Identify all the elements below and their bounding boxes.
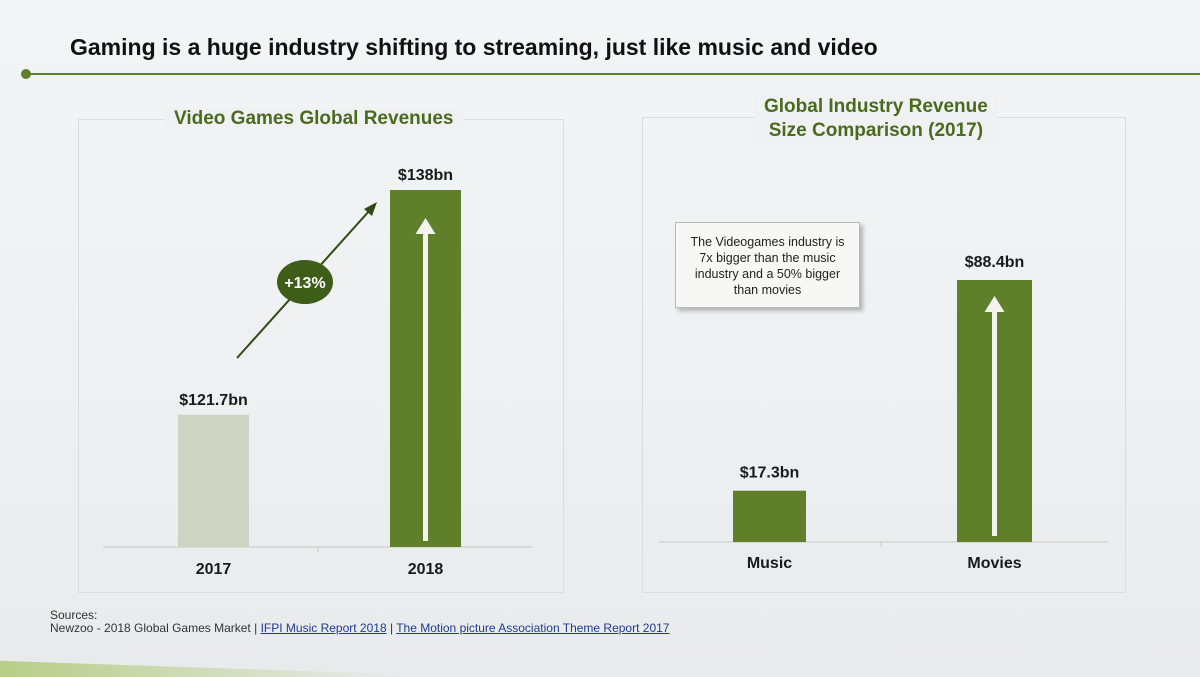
growth-badge (277, 260, 333, 304)
growth-arrow-head (364, 202, 377, 216)
right-bar-chart: $17.3bn Music $88.4bn Movies (659, 254, 1108, 572)
left-chart-title: Video Games Global Revenues (164, 107, 464, 131)
bar-arrow-2018-head (415, 218, 436, 234)
data-label-movies: $88.4bn (965, 254, 1025, 271)
tick-label-2018: 2018 (408, 561, 444, 578)
source-separator: | (250, 621, 261, 635)
bar-arrow-movies-shaft (992, 310, 997, 536)
source-newzoo: Newzoo - 2018 Global Games Market (50, 621, 251, 635)
bar-arrow-2018-shaft (423, 232, 428, 541)
slide-title: Gaming is a huge industry shifting to st… (70, 34, 878, 60)
left-bar-chart: $121.7bn 2017 $138bn 2018 +13% (103, 167, 532, 578)
bar-arrow-movies-head (984, 296, 1005, 312)
callout-note: The Videogames industry is 7x bigger tha… (675, 222, 860, 308)
tick-label-movies: Movies (967, 555, 1021, 572)
bar-2017 (178, 414, 249, 547)
right-chart-title: Global Industry Revenue Size Comparison … (754, 95, 998, 143)
right-chart-title-line2: Size Comparison (2017) (768, 120, 984, 141)
source-mpa-link[interactable]: The Motion picture Association Theme Rep… (396, 621, 670, 635)
growth-badge-text: +13% (284, 275, 325, 292)
sources-label: Sources: (50, 608, 98, 622)
right-chart-title-line1: Global Industry Revenue (764, 96, 988, 117)
data-label-2017: $121.7bn (179, 392, 247, 409)
source-separator: | (386, 621, 397, 635)
tick-label-music: Music (747, 555, 792, 572)
bar-music (733, 490, 806, 542)
tick-label-2017: 2017 (196, 561, 232, 578)
title-rule (26, 73, 1200, 75)
data-label-2018: $138bn (398, 167, 453, 184)
data-label-music: $17.3bn (740, 465, 800, 482)
source-ifpi-link[interactable]: IFPI Music Report 2018 (260, 621, 387, 635)
sources-line: Newzoo - 2018 Global Games Market | IFPI… (50, 621, 669, 635)
